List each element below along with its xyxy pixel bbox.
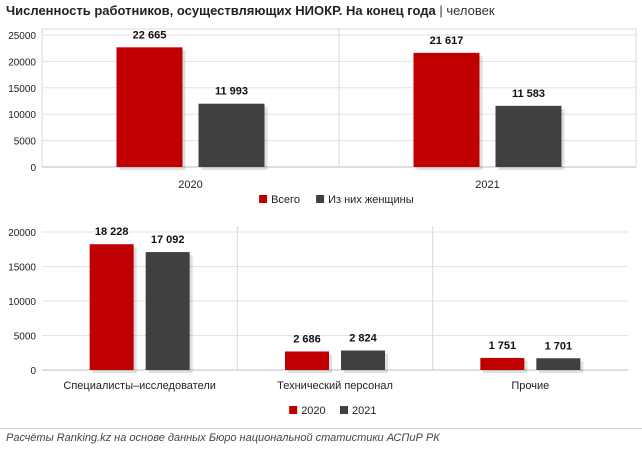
chart-title-unit: | человек <box>439 3 495 18</box>
data-label: 2 824 <box>349 333 377 345</box>
data-label: 18 228 <box>95 226 129 238</box>
footer-divider <box>0 428 642 429</box>
source-note: Расчёты Ranking.kz на основе данных Бюро… <box>6 432 440 444</box>
bar <box>536 358 581 370</box>
y-tick-label: 10000 <box>8 297 36 308</box>
legend-swatch <box>340 406 348 414</box>
y-tick-label: 5000 <box>14 137 37 148</box>
bar <box>285 351 329 370</box>
data-label: 1 751 <box>489 340 517 352</box>
y-tick-label: 10000 <box>8 110 36 121</box>
x-tick-label: Специалисты–исследователи <box>63 380 216 392</box>
legend-label: Всего <box>271 194 300 206</box>
y-tick-label: 5000 <box>14 332 37 343</box>
bar <box>341 350 385 370</box>
legend-swatch <box>289 406 298 414</box>
data-label: 11 993 <box>215 86 248 98</box>
chart-title: Численность работников, осуществляющих Н… <box>6 3 495 18</box>
bar <box>413 52 480 167</box>
data-label: 2 686 <box>293 333 321 345</box>
x-tick-label: 2021 <box>475 179 499 191</box>
chart-2 <box>42 226 628 414</box>
y-tick-label: 25000 <box>8 31 36 42</box>
data-label: 22 665 <box>133 29 167 41</box>
bar <box>480 357 525 370</box>
y-tick-label: 20000 <box>8 57 36 68</box>
y-tick-label: 15000 <box>8 84 36 95</box>
legend-label: 2020 <box>301 405 325 417</box>
x-tick-label: 2020 <box>178 179 202 191</box>
data-label: 21 617 <box>430 35 464 47</box>
data-label: 17 092 <box>151 234 185 246</box>
bar <box>89 244 134 370</box>
y-tick-label: 0 <box>30 163 36 174</box>
bar <box>145 252 190 370</box>
chart-1 <box>41 28 637 203</box>
y-tick-label: 0 <box>30 366 36 377</box>
chart-title-main: Численность работников, осуществляющих Н… <box>6 3 436 18</box>
x-tick-label: Технический персонал <box>277 380 393 392</box>
bar <box>116 47 183 168</box>
bar <box>198 103 265 167</box>
x-tick-label: Прочие <box>511 380 549 392</box>
y-tick-label: 15000 <box>8 263 36 274</box>
data-label: 1 701 <box>545 340 573 352</box>
data-label: 11 583 <box>512 88 545 100</box>
legend-label: 2021 <box>352 405 376 417</box>
y-tick-label: 20000 <box>8 228 36 239</box>
legend-swatch <box>259 195 268 203</box>
bar <box>495 105 562 167</box>
legend-swatch <box>316 195 325 203</box>
legend-label: Из них женщины <box>328 194 414 206</box>
